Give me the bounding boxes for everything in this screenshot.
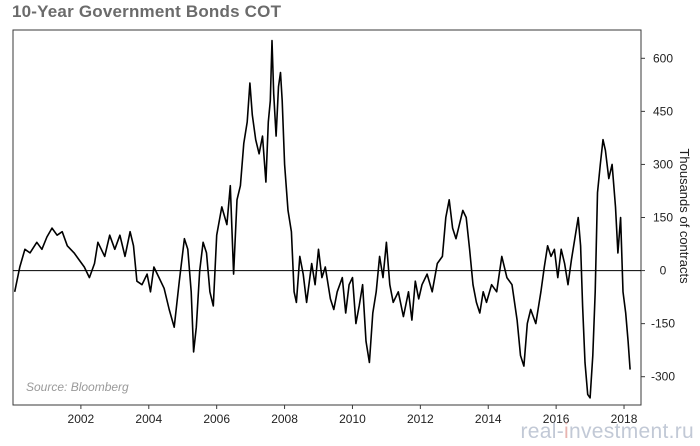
x-tick-label: 2018 bbox=[611, 412, 638, 426]
x-tick-label: 2016 bbox=[543, 412, 570, 426]
watermark-part1: real- bbox=[520, 420, 565, 443]
watermark-logo: real-investment.ru bbox=[521, 420, 694, 444]
x-tick-label: 2002 bbox=[68, 412, 95, 426]
y-tick-label: 450 bbox=[653, 104, 673, 118]
x-axis-ticks: 2002 2004 2006 2008 2010 2012 2014 2016 2018 bbox=[68, 405, 638, 426]
y-axis-ticks: 600 450 300 150 0 -150 -300 bbox=[641, 51, 675, 384]
x-tick-label: 2008 bbox=[271, 412, 298, 426]
chart-title: 10-Year Government Bonds COT bbox=[12, 2, 282, 21]
watermark-accent: i bbox=[564, 420, 569, 443]
y-tick-label: -300 bbox=[651, 370, 675, 384]
y-tick-label: 0 bbox=[660, 264, 667, 278]
series-line bbox=[13, 39, 631, 399]
x-tick-label: 2014 bbox=[475, 412, 502, 426]
source-label: Source: Bloomberg bbox=[26, 380, 129, 394]
y-axis-label: Thousands of contracts bbox=[677, 148, 692, 284]
x-tick-label: 2004 bbox=[135, 412, 162, 426]
y-tick-label: -150 bbox=[651, 317, 675, 331]
y-tick-label: 150 bbox=[653, 211, 673, 225]
y-tick-label: 600 bbox=[653, 51, 673, 65]
watermark-part2: nvestment.ru bbox=[569, 420, 694, 443]
plot-area-frame bbox=[12, 29, 642, 406]
x-tick-label: 2006 bbox=[203, 412, 230, 426]
y-tick-label: 300 bbox=[653, 157, 673, 171]
x-tick-label: 2010 bbox=[339, 412, 366, 426]
x-tick-label: 2012 bbox=[407, 412, 434, 426]
